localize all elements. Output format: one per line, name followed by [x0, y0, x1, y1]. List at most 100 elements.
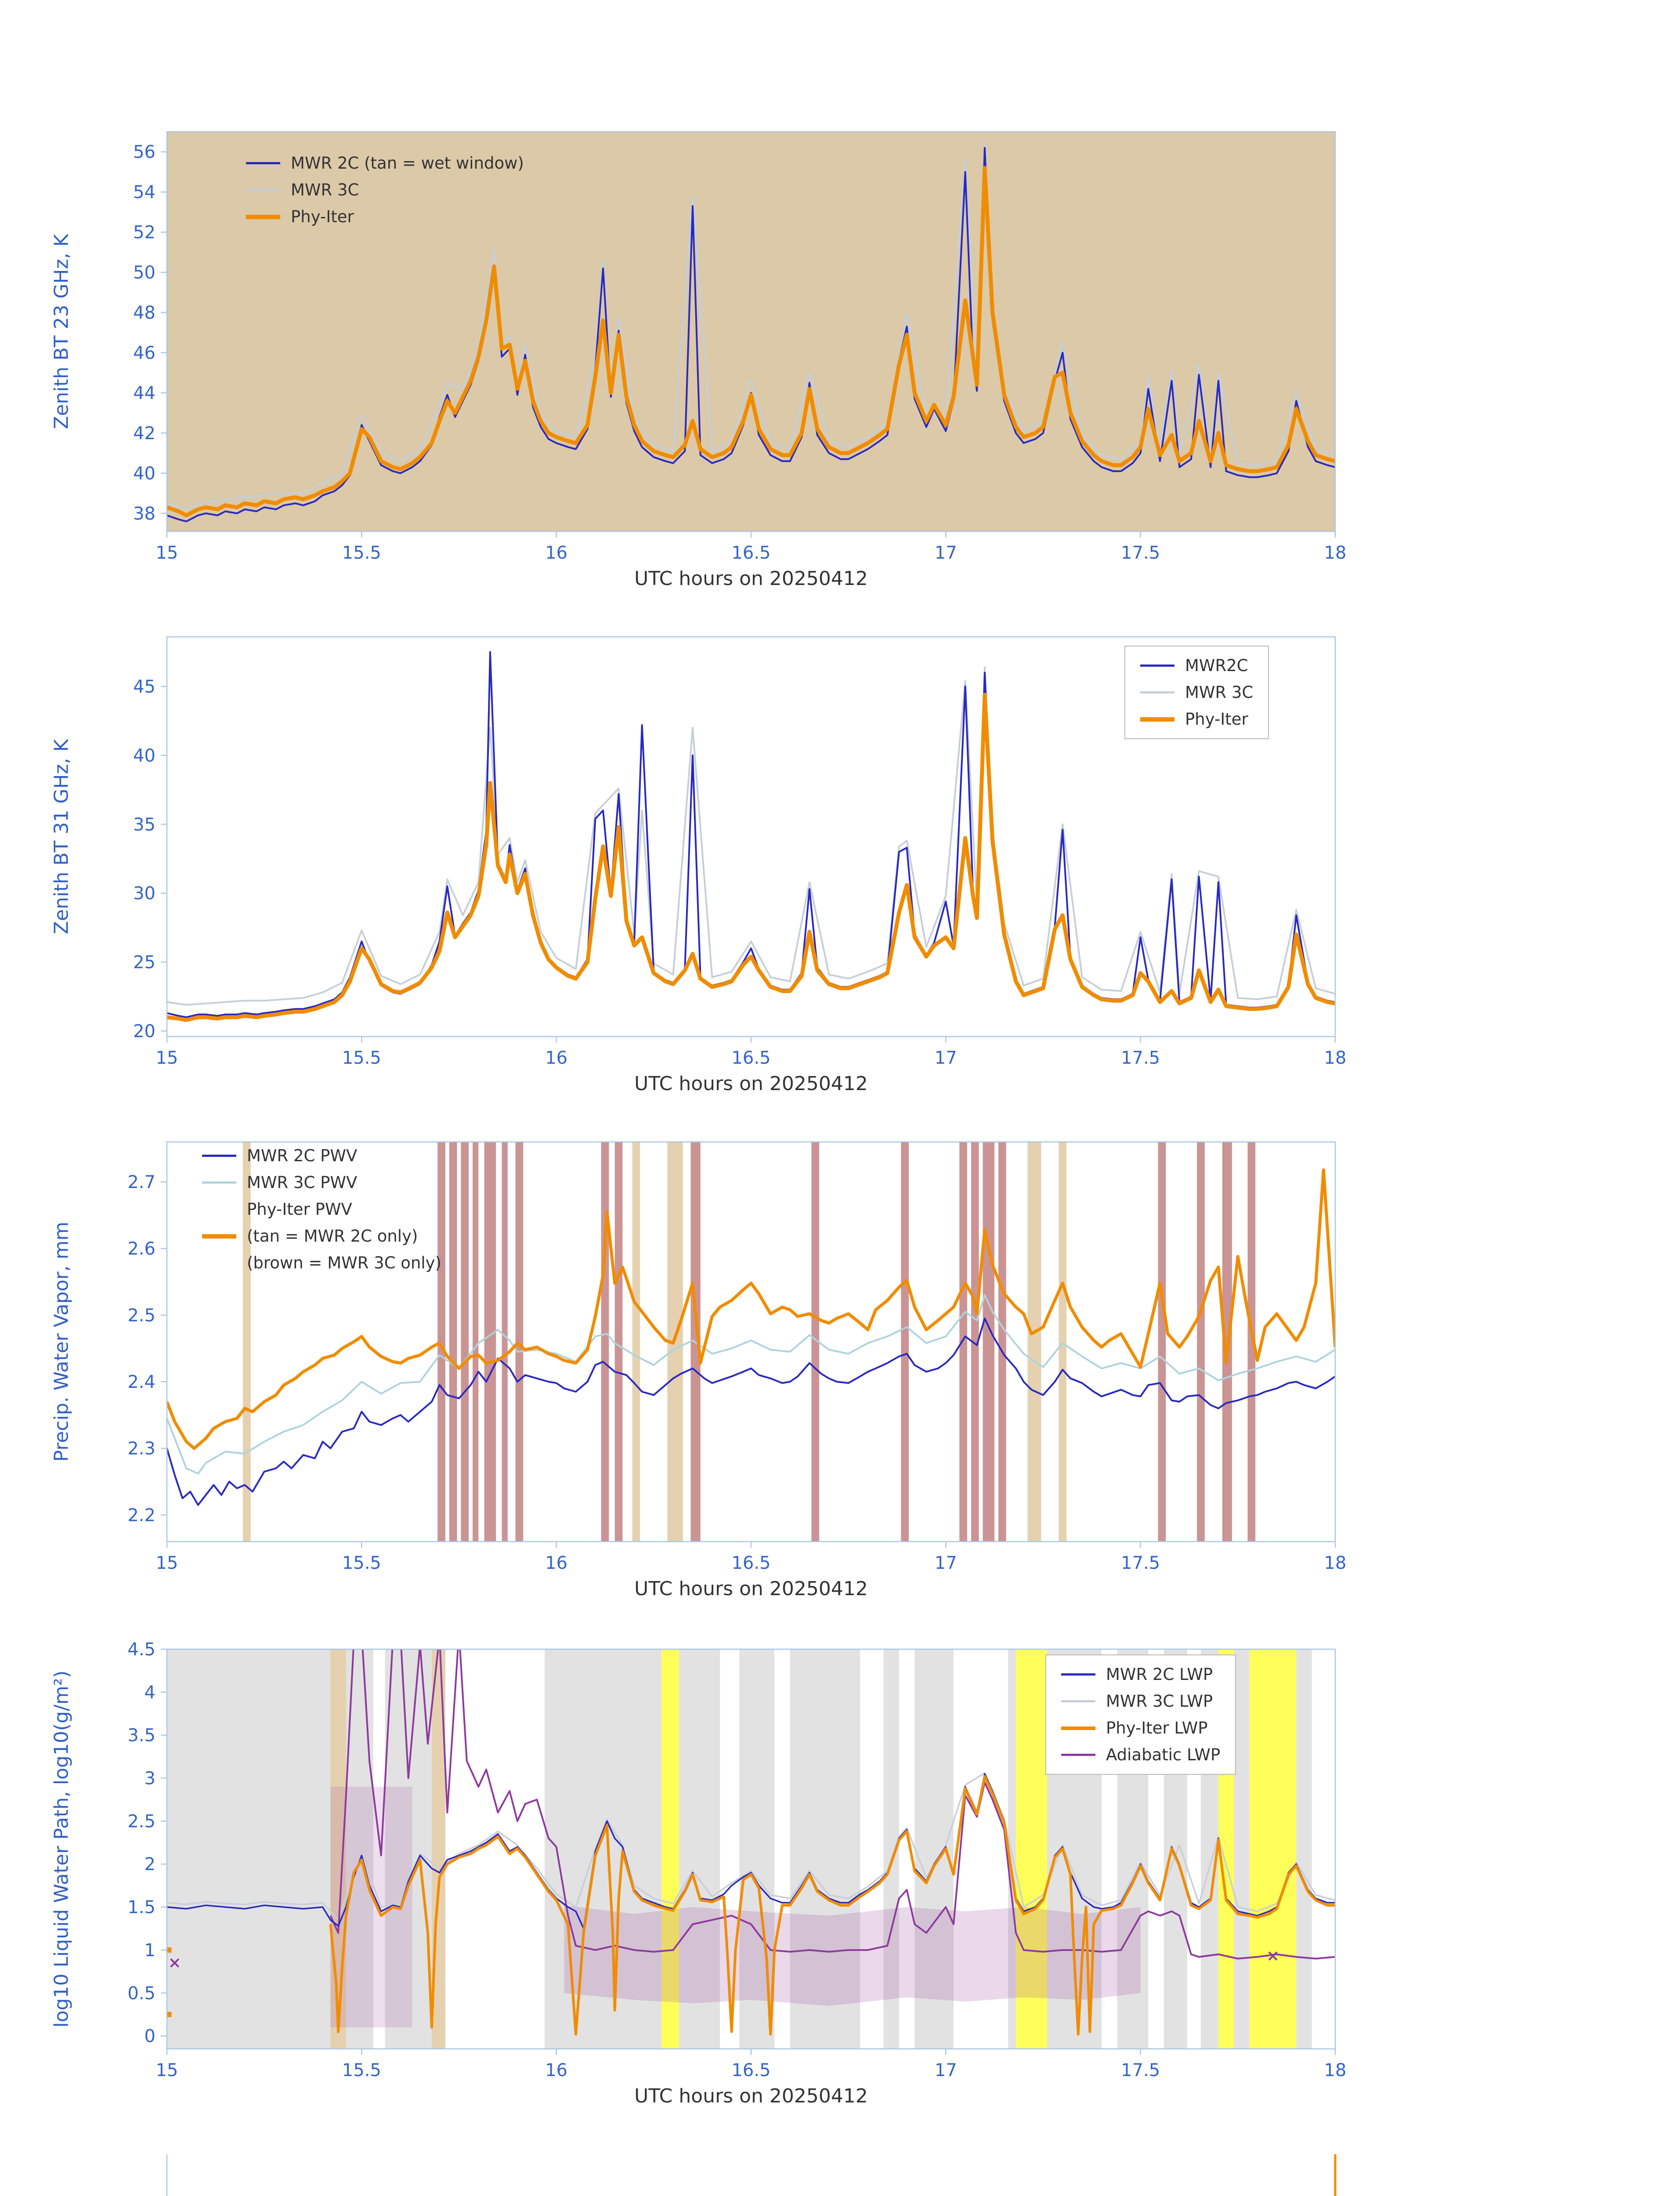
brown-flag-band: [502, 1142, 508, 1542]
x-tick-label: 18: [1324, 1048, 1347, 1068]
legend-item-label: Phy-Iter: [1185, 710, 1248, 729]
marker-square: [167, 2012, 172, 2017]
legend: MWR2C MWR 3C Phy-Iter: [1124, 646, 1269, 739]
legend-swatch: [1140, 665, 1174, 667]
phy-iter-line: [167, 693, 1335, 1022]
legend-item-label: (tan = MWR 2C only): [247, 1227, 418, 1246]
legend-item-label: Adiabatic LWP: [1106, 1745, 1221, 1764]
legend-swatch: [1061, 1700, 1095, 1702]
legend-swatch: [246, 189, 280, 191]
gray-flag-band: [1234, 1649, 1250, 2049]
yellow-flag-band: [661, 1649, 679, 2049]
mwr-2c-line: [167, 1317, 1335, 1506]
x-tick-label: 15: [156, 1553, 178, 1573]
legend-item: MWR 2C LWP: [1061, 1665, 1220, 1684]
legend-item-label: MWR 2C (tan = wet window): [291, 154, 524, 173]
legend-item: Phy-Iter PWV: [202, 1200, 441, 1219]
x-axis-label: UTC hours on 20250412: [634, 1073, 868, 1095]
brown-flag-band: [983, 1142, 995, 1542]
y-tick-label: 2.5: [127, 1811, 155, 1831]
x-tick-label: 17.5: [1121, 1048, 1160, 1068]
x-tick-label: 16.5: [731, 2060, 770, 2080]
y-tick-label: 52: [133, 223, 155, 243]
legend-item: Phy-Iter: [1140, 710, 1253, 729]
brown-flag-band: [484, 1142, 496, 1542]
x-tick-label: 15.5: [342, 1553, 381, 1573]
legend-item-label: MWR 3C: [291, 181, 359, 199]
legend-item: Phy-Iter: [246, 207, 524, 226]
x-tick-label: 18: [1324, 1553, 1347, 1573]
plot-background: [167, 132, 1335, 531]
legend-swatch: [202, 1181, 236, 1184]
legend-swatch: [202, 1262, 236, 1264]
panel-dqflag: MWR Phy Iter DQ Flag 1515.51616.51717.51…: [0, 2141, 1680, 2196]
gray-flag-band: [385, 1649, 432, 2049]
gray-flag-band: [167, 1649, 331, 2049]
adiabatic-x-marker: [1268, 1951, 1278, 1961]
y-tick-label: 2.6: [127, 1239, 155, 1259]
chart-lwp: 15 15.5 16 16.5 17 17.5 18 0 0.5 1 1.5 2 2.5 3 3.5 4 4.5: [127, 1640, 1346, 2080]
y-tick-label: 3.5: [127, 1726, 155, 1746]
x-tick-label: 17: [935, 1048, 957, 1068]
legend-item-label: Phy-Iter: [291, 207, 354, 226]
x-tick-label: 16: [545, 543, 567, 563]
brown-flag-band: [449, 1142, 457, 1542]
legend-item: MWR 2C (tan = wet window): [246, 154, 524, 173]
y-tick-label: 50: [133, 263, 155, 283]
x-tick-label: 16: [545, 2060, 567, 2080]
y-tick-label: 42: [133, 423, 155, 444]
brown-flag-band: [437, 1142, 445, 1542]
brown-flag-band: [614, 1142, 623, 1542]
y-tick-label: 4.5: [127, 1640, 155, 1660]
legend-swatch: [202, 1155, 236, 1157]
x-tick-label: 16.5: [731, 543, 770, 563]
x-tick-label: 18: [1324, 543, 1347, 563]
y-tick-label: 3: [145, 1769, 155, 1789]
gray-flag-band: [790, 1649, 860, 2049]
y-tick-label: 35: [133, 815, 155, 835]
panel-lwp: log10 Liquid Water Path, log10(g/m²) 15 1…: [0, 1636, 1680, 2141]
phy-iter-line: [329, 1775, 1335, 2036]
x-tick-label: 17: [935, 1553, 957, 1573]
legend-swatch: [246, 214, 280, 219]
x-tick-label: 15: [156, 543, 178, 563]
brown-flag-band: [601, 1142, 609, 1542]
tan-flag-band: [1027, 1142, 1041, 1542]
legend-item: Phy-Iter LWP: [1061, 1719, 1220, 1737]
panel-pwv: Precip. Water Vapor, mm 15 15.5 16 16.5 17 17…: [0, 1129, 1680, 1634]
legend-item-label: Phy-Iter LWP: [1106, 1719, 1208, 1737]
x-tick-label: 15.5: [342, 543, 381, 563]
y-tick-label: 48: [133, 303, 155, 323]
tan-flag-band: [242, 1142, 251, 1542]
phy-iter-line: [167, 166, 1335, 517]
x-tick-label: 17.5: [1121, 543, 1160, 563]
brown-flag-band: [959, 1142, 968, 1542]
adiabatic-x-marker: [170, 1958, 180, 1968]
brown-flag-band: [1247, 1142, 1256, 1542]
phy-iter-line: [167, 1168, 1335, 1450]
legend-item: MWR 3C PWV: [202, 1173, 441, 1192]
legend: MWR 2C (tan = wet window) MWR 3C Phy-Iter: [246, 154, 524, 226]
x-tick-label: 15: [156, 1048, 178, 1068]
mwr-3c-line: [167, 1294, 1335, 1475]
legend: MWR 2C LWP MWR 3C LWP Phy-Iter LWP Adiabati…: [1045, 1654, 1236, 1775]
x-tick-label: 16.5: [731, 1048, 770, 1068]
brown-flag-band: [461, 1142, 469, 1542]
brown-flag-band: [998, 1142, 1006, 1542]
legend-item: (brown = MWR 3C only): [202, 1253, 441, 1272]
mwr-3c-line: [167, 666, 1335, 1006]
panel-bt23: Zenith BT 23 GHz, K 15 15.5 16 16.5 17 17.5 18…: [0, 119, 1680, 624]
legend-item-label: MWR 3C LWP: [1106, 1692, 1213, 1711]
gray-flag-band: [1296, 1649, 1312, 2049]
x-tick-label: 17: [935, 2060, 957, 2080]
y-tick-label: 25: [133, 953, 155, 973]
y-tick-label: 30: [133, 884, 155, 904]
legend: MWR 2C PWV MWR 3C PWV Phy-Iter PWV (tan = M…: [202, 1146, 441, 1272]
legend-item-label: MWR 2C LWP: [1106, 1665, 1213, 1684]
y-tick-label: 46: [133, 343, 155, 363]
y-tick-label: 2.2: [127, 1505, 155, 1525]
legend-swatch: [1140, 717, 1174, 722]
legend-item: Adiabatic LWP: [1061, 1745, 1220, 1764]
